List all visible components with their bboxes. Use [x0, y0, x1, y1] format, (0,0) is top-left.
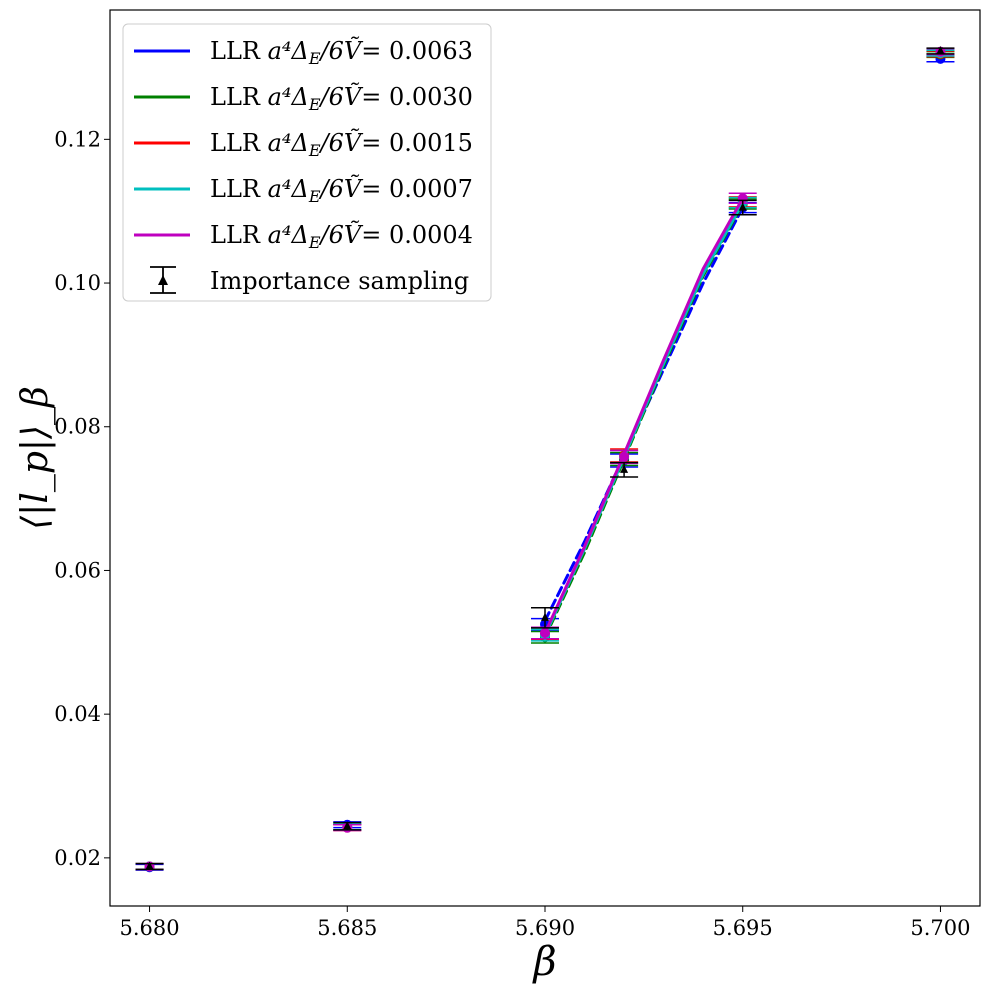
legend-prefix: LLR [210, 221, 268, 249]
legend-formula: a⁴Δ [268, 129, 309, 157]
x-tick-label: 5.700 [910, 916, 970, 940]
legend-prefix: LLR [210, 37, 268, 65]
x-axis-label: β [531, 939, 556, 985]
legend-label: LLR a⁴ΔE/6Ṽ= 0.0030 [210, 82, 473, 114]
x-tick-label: 5.695 [713, 916, 773, 940]
y-axis-label: ⟨|l_p|⟩_β [15, 386, 56, 530]
data-point [135, 861, 164, 871]
legend-label: LLR a⁴ΔE/6Ṽ= 0.0015 [210, 128, 473, 160]
legend-prefix: LLR [210, 129, 268, 157]
series-curve [543, 196, 745, 635]
legend-value: 0.0015 [389, 129, 473, 157]
series-5 [135, 45, 955, 871]
legend-formula-rest: /6Ṽ= [319, 174, 389, 203]
y-tick-label: 0.02 [54, 846, 101, 870]
legend-value: 0.0004 [389, 221, 473, 249]
legend-label: LLR a⁴ΔE/6Ṽ= 0.0004 [210, 220, 473, 252]
legend-prefix: LLR [210, 175, 268, 203]
legend-formula-sub: E [308, 187, 321, 206]
data-point [531, 607, 559, 629]
legend-box [122, 23, 492, 302]
legend-formula-sub: E [308, 233, 321, 252]
x-tick-label: 5.690 [515, 916, 575, 940]
legend-formula: a⁴Δ [268, 175, 309, 203]
chart-marks [135, 45, 955, 873]
data-point [333, 821, 362, 831]
x-tick-label: 5.680 [119, 916, 179, 940]
y-tick-label: 0.06 [54, 558, 101, 582]
legend-entry: LLR a⁴ΔE/6Ṽ= 0.0007 [134, 174, 473, 206]
legend-formula-rest: /6Ṽ= [319, 36, 389, 65]
y-tick-label: 0.10 [54, 271, 101, 295]
legend-entry: LLR a⁴ΔE/6Ṽ= 0.0004 [134, 220, 473, 252]
legend-prefix: LLR [210, 83, 268, 111]
marker-circle [619, 451, 630, 462]
y-tick-label: 0.08 [54, 415, 101, 439]
y-tick-label: 0.12 [54, 127, 101, 151]
legend-formula-rest: /6Ṽ= [319, 82, 389, 111]
legend-label: LLR a⁴ΔE/6Ṽ= 0.0063 [210, 36, 473, 68]
marker-triangle [145, 861, 154, 870]
legend-label: LLR a⁴ΔE/6Ṽ= 0.0007 [210, 174, 473, 206]
y-tick-label: 0.04 [54, 702, 101, 726]
legend-formula: a⁴Δ [268, 37, 309, 65]
legend-formula-rest: /6Ṽ= [319, 220, 389, 249]
legend-entry: LLR a⁴ΔE/6Ṽ= 0.0063 [134, 36, 473, 68]
legend-formula-sub: E [308, 141, 321, 160]
marker-triangle [541, 612, 549, 621]
marker-triangle [936, 45, 945, 54]
legend-value: 0.0030 [389, 83, 473, 111]
y-axis-ticks: 0.02 0.04 0.06 0.08 0.10 0.12 [54, 127, 110, 870]
legend-value: 0.0007 [389, 175, 473, 203]
marker-circle [540, 627, 550, 638]
data-point [610, 461, 639, 478]
marker-triangle [738, 202, 747, 211]
marker-triangle [343, 821, 352, 830]
legend-formula: a⁴Δ [268, 83, 309, 111]
legend-formula-rest: /6Ṽ= [319, 128, 389, 157]
legend-formula-sub: E [308, 49, 321, 68]
data-point [926, 45, 955, 55]
legend-label: Importance sampling [210, 267, 469, 295]
legend-formula-sub: E [308, 95, 321, 114]
legend-entry: Importance sampling [150, 266, 469, 295]
x-tick-label: 5.685 [317, 916, 377, 940]
legend-entry: LLR a⁴ΔE/6Ṽ= 0.0030 [134, 82, 473, 114]
legend-entry: LLR a⁴ΔE/6Ṽ= 0.0015 [134, 128, 473, 160]
data-point [728, 199, 757, 216]
legend-formula: a⁴Δ [268, 221, 309, 249]
legend-value: 0.0063 [389, 37, 473, 65]
x-axis-ticks: 5.680 5.685 5.690 5.695 5.700 [119, 906, 971, 940]
marker-triangle [620, 464, 629, 473]
legend-triangle-icon [158, 275, 168, 285]
